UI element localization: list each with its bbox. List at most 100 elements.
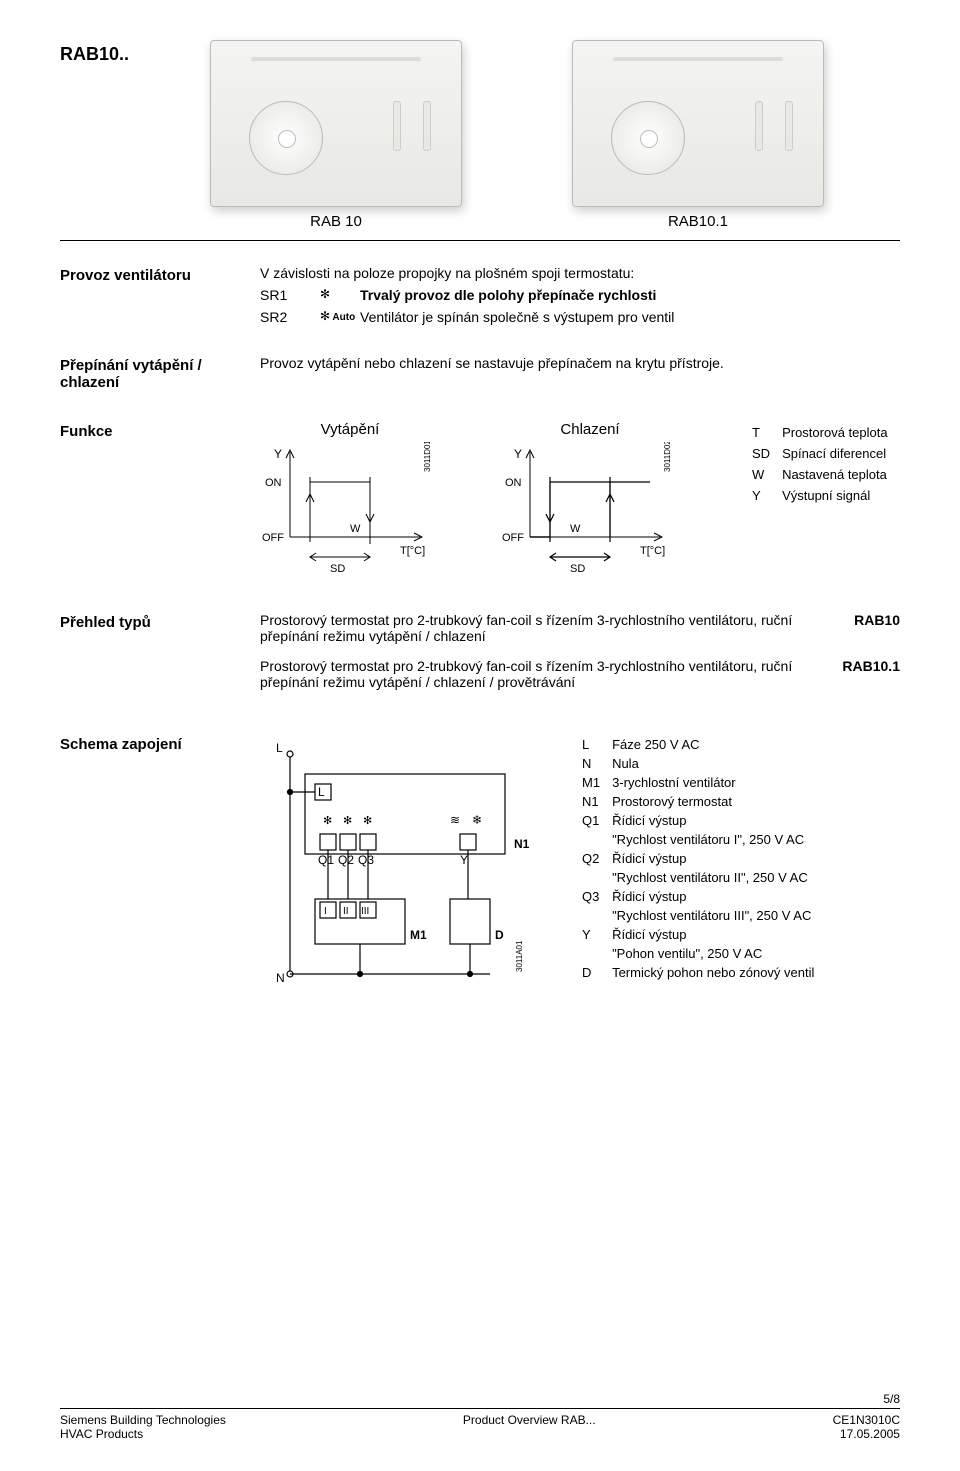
thermostat-image-right [572, 40, 824, 207]
type-code-1: RAB10.1 [812, 658, 900, 690]
funkce-label: Funkce [60, 421, 260, 582]
legend-val: Řídicí výstup [612, 850, 824, 867]
svg-text:L: L [276, 741, 283, 755]
page-footer: 5/8 Siemens Building Technologies HVAC P… [60, 1392, 900, 1441]
legend-key: L [582, 736, 610, 753]
type-code-0: RAB10 [824, 612, 900, 644]
sr2-key: SR2 [260, 309, 320, 325]
series-title: RAB10.. [60, 40, 210, 65]
sr1-key: SR1 [260, 287, 320, 303]
sr1-text: Trvalý provoz dle polohy přepínače rychl… [360, 287, 900, 303]
svg-text:3011D02: 3011D02 [663, 442, 672, 472]
legend-val: "Rychlost ventilátoru II", 250 V AC [612, 869, 824, 886]
svg-text:I: I [324, 906, 327, 917]
model-label-left: RAB 10 [210, 213, 462, 230]
footer-right2: 17.05.2005 [833, 1427, 900, 1441]
legend-val: Řídicí výstup [612, 812, 824, 829]
legend-key: D [582, 964, 610, 981]
legend-val: "Pohon ventilu", 250 V AC [612, 945, 824, 962]
types-label: Přehled typů [60, 612, 260, 704]
thermostat-image-left [210, 40, 462, 207]
svg-text:T[°C]: T[°C] [400, 545, 425, 557]
fan-icon: ✻ [320, 287, 360, 303]
fan-auto-icon: ✻ Auto [320, 309, 360, 325]
svg-text:SD: SD [570, 563, 585, 575]
svg-text:M1: M1 [410, 928, 427, 942]
svg-text:L: L [318, 785, 325, 799]
svg-text:Y: Y [274, 447, 282, 461]
page-number: 5/8 [60, 1392, 900, 1406]
svg-text:II: II [343, 906, 349, 917]
cooling-title: Chlazení [560, 421, 619, 438]
legend-val: Fáze 250 V AC [612, 736, 824, 753]
funkce-legend: TProstorová teplota SDSpínací diferencel… [750, 421, 900, 507]
svg-text:OFF: OFF [502, 532, 524, 544]
legend-key [582, 831, 610, 848]
legend-key: Q3 [582, 888, 610, 905]
header-divider [60, 240, 900, 241]
svg-text:W: W [570, 523, 581, 535]
footer-mid: Product Overview RAB... [463, 1413, 596, 1441]
svg-text:Q1: Q1 [318, 853, 334, 867]
svg-text:3011A01: 3011A01 [515, 940, 524, 972]
legend-val: Nastavená teplota [782, 465, 898, 484]
ventilator-intro: V závislosti na poloze propojky na plošn… [260, 265, 900, 281]
legend-key: T [752, 423, 780, 442]
product-images: RAB 10 RAB10.1 [210, 40, 824, 230]
svg-text:Q3: Q3 [358, 853, 374, 867]
legend-val: Prostorová teplota [782, 423, 898, 442]
svg-text:✻: ✻ [363, 815, 372, 827]
heating-chart: Vytápění [260, 421, 440, 582]
legend-key: W [752, 465, 780, 484]
model-label-right: RAB10.1 [572, 213, 824, 230]
svg-text:Y: Y [514, 447, 522, 461]
legend-key: SD [752, 444, 780, 463]
svg-text:ON: ON [505, 477, 522, 489]
legend-key [582, 869, 610, 886]
svg-text:✻: ✻ [323, 815, 332, 827]
legend-val: Řídicí výstup [612, 926, 824, 943]
svg-text:3011D01: 3011D01 [423, 442, 432, 472]
svg-text:OFF: OFF [262, 532, 284, 544]
ventilator-label: Provoz ventilátoru [60, 265, 260, 325]
footer-left1: Siemens Building Technologies [60, 1413, 226, 1427]
svg-text:Y: Y [460, 853, 468, 867]
legend-key: Y [752, 486, 780, 505]
svg-text:N: N [276, 971, 285, 985]
wiring-diagram: ✻ ✻ ✻ ≋ ❄ [260, 734, 550, 994]
legend-key: Q2 [582, 850, 610, 867]
svg-text:✻: ✻ [343, 815, 352, 827]
footer-left2: HVAC Products [60, 1427, 226, 1441]
svg-text:Q2: Q2 [338, 853, 354, 867]
legend-val: Nula [612, 755, 824, 772]
svg-text:D: D [495, 928, 504, 942]
cooling-chart: Chlazení [500, 421, 680, 582]
legend-key: Q1 [582, 812, 610, 829]
sr2-text: Ventilátor je spínán společně s výstupem… [360, 309, 900, 325]
svg-text:III: III [361, 906, 369, 917]
legend-val: Spínací diferencel [782, 444, 898, 463]
legend-key: N [582, 755, 610, 772]
legend-val: Řídicí výstup [612, 888, 824, 905]
switching-label: Přepínání vytápění / chlazení [60, 355, 260, 391]
svg-text:❄: ❄ [472, 813, 482, 827]
legend-val: Výstupní signál [782, 486, 898, 505]
footer-right1: CE1N3010C [833, 1413, 900, 1427]
schema-legend: LFáze 250 V ACNNulaM13-rychlostní ventil… [580, 734, 826, 994]
legend-val: "Rychlost ventilátoru III", 250 V AC [612, 907, 824, 924]
legend-val: 3-rychlostní ventilátor [612, 774, 824, 791]
type-desc-1: Prostorový termostat pro 2-trubkový fan-… [260, 658, 812, 690]
svg-text:≋: ≋ [450, 813, 460, 827]
legend-val: Prostorový termostat [612, 793, 824, 810]
auto-label: Auto [332, 312, 355, 323]
legend-key [582, 907, 610, 924]
legend-key: Y [582, 926, 610, 943]
legend-key [582, 945, 610, 962]
svg-text:T[°C]: T[°C] [640, 545, 665, 557]
heating-title: Vytápění [321, 421, 380, 438]
legend-key: N1 [582, 793, 610, 810]
svg-text:ON: ON [265, 477, 282, 489]
legend-val: "Rychlost ventilátoru I", 250 V AC [612, 831, 824, 848]
schema-label: Schema zapojení [60, 734, 260, 994]
switching-text: Provoz vytápění nebo chlazení se nastavu… [260, 355, 900, 391]
